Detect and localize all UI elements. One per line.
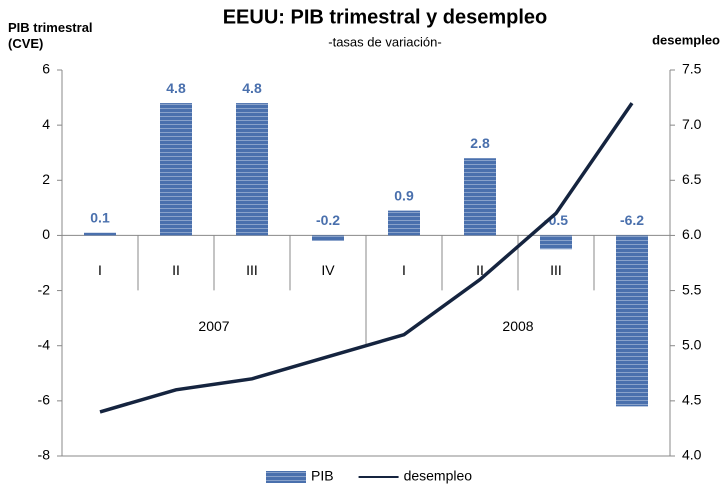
x-tick-label: I (98, 262, 102, 278)
bar (616, 235, 648, 407)
y2-tick-label: 4.0 (682, 447, 702, 463)
chart-subtitle: -tasas de variación- (328, 34, 441, 49)
y2-tick-label: 5.5 (682, 281, 702, 297)
data-label: -0.2 (316, 212, 340, 228)
data-label: -6.2 (620, 212, 644, 228)
y-tick-label: -8 (38, 447, 51, 463)
data-label: -0.5 (544, 212, 568, 228)
year-label: 2008 (502, 318, 533, 334)
bar (312, 235, 344, 241)
data-label: 4.8 (242, 80, 262, 96)
legend-swatch (266, 471, 306, 483)
bar (84, 232, 116, 236)
chart-title: EEUU: PIB trimestral y desempleo (223, 6, 548, 28)
y2-tick-label: 4.5 (682, 392, 702, 408)
data-label: 4.8 (166, 80, 186, 96)
y2-axis-label: desempleo (652, 32, 720, 47)
x-tick-label: IV (321, 262, 335, 278)
y2-tick-label: 5.0 (682, 336, 702, 352)
y2-tick-label: 7.0 (682, 116, 702, 132)
x-tick-label: I (402, 262, 406, 278)
data-label: 0.9 (394, 187, 414, 203)
data-label: 0.1 (90, 209, 110, 225)
y2-tick-label: 6.0 (682, 226, 702, 242)
year-label: 2007 (198, 318, 229, 334)
y2-tick-label: 7.5 (682, 61, 702, 77)
data-label: 2.8 (470, 135, 490, 151)
x-tick-label: II (476, 262, 484, 278)
y-tick-label: -4 (38, 336, 51, 352)
x-tick-label: II (172, 262, 180, 278)
y-tick-label: -6 (38, 392, 51, 408)
x-tick-label: III (550, 262, 562, 278)
y-axis-label: PIB trimestral (CVE) (8, 20, 93, 51)
y-tick-label: 2 (42, 171, 50, 187)
y-tick-label: -2 (38, 281, 51, 297)
legend-label: desempleo (404, 468, 473, 484)
bar (388, 210, 420, 236)
bar (540, 235, 572, 250)
line (99, 102, 634, 414)
bar (236, 103, 268, 236)
bar (464, 158, 496, 236)
y2-tick-label: 6.5 (682, 171, 702, 187)
x-tick-label: III (246, 262, 258, 278)
y-tick-label: 6 (42, 61, 50, 77)
y-tick-label: 0 (42, 226, 50, 242)
y-tick-label: 4 (42, 116, 50, 132)
bar (160, 103, 192, 236)
legend-label: PIB (311, 468, 334, 484)
